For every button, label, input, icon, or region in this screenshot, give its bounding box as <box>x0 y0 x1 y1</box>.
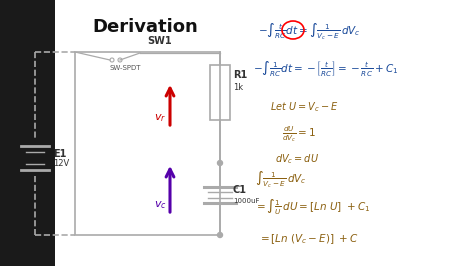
Text: $v_c$: $v_c$ <box>154 199 167 211</box>
Text: $= \int\frac{1}{U}\,dU = [Ln\ U]\ +C_1$: $= \int\frac{1}{U}\,dU = [Ln\ U]\ +C_1$ <box>254 198 370 217</box>
Text: R1: R1 <box>233 70 247 80</box>
Bar <box>250 0 474 266</box>
Bar <box>210 65 230 120</box>
Circle shape <box>218 232 222 238</box>
Bar <box>55 0 474 266</box>
Text: SW1: SW1 <box>148 36 173 46</box>
Text: $\frac{dU}{dV_c} = 1$: $\frac{dU}{dV_c} = 1$ <box>282 124 316 144</box>
Text: $= [Ln\ (V_c - E)]\ + C$: $= [Ln\ (V_c - E)]\ + C$ <box>258 232 359 246</box>
Text: SW-SPDT: SW-SPDT <box>109 65 141 71</box>
Text: $\int\frac{1}{V_c-E}\,dV_c$: $\int\frac{1}{V_c-E}\,dV_c$ <box>255 170 307 190</box>
Text: $-\int \frac{1}{RC}dt = -\left[\frac{t}{RC}\right] = -\frac{t}{RC}+C_1$: $-\int \frac{1}{RC}dt = -\left[\frac{t}{… <box>253 60 398 79</box>
Text: C1: C1 <box>233 185 247 195</box>
Text: 12V: 12V <box>53 160 69 168</box>
Text: 1000uF: 1000uF <box>233 198 259 204</box>
Text: $v_r$: $v_r$ <box>154 112 166 124</box>
Text: Derivation: Derivation <box>92 18 198 36</box>
Bar <box>75 52 220 235</box>
Text: $Let\ U = V_c - E$: $Let\ U = V_c - E$ <box>270 100 338 114</box>
Text: $-\int \frac{t}{RC}dt = \int \frac{1}{V_c-E}\,dV_c$: $-\int \frac{t}{RC}dt = \int \frac{1}{V_… <box>258 22 361 42</box>
Circle shape <box>218 160 222 165</box>
Text: 1k: 1k <box>233 82 243 92</box>
Text: $dV_c = dU$: $dV_c = dU$ <box>275 152 319 166</box>
Text: E1: E1 <box>53 149 66 159</box>
Bar <box>0 0 55 266</box>
